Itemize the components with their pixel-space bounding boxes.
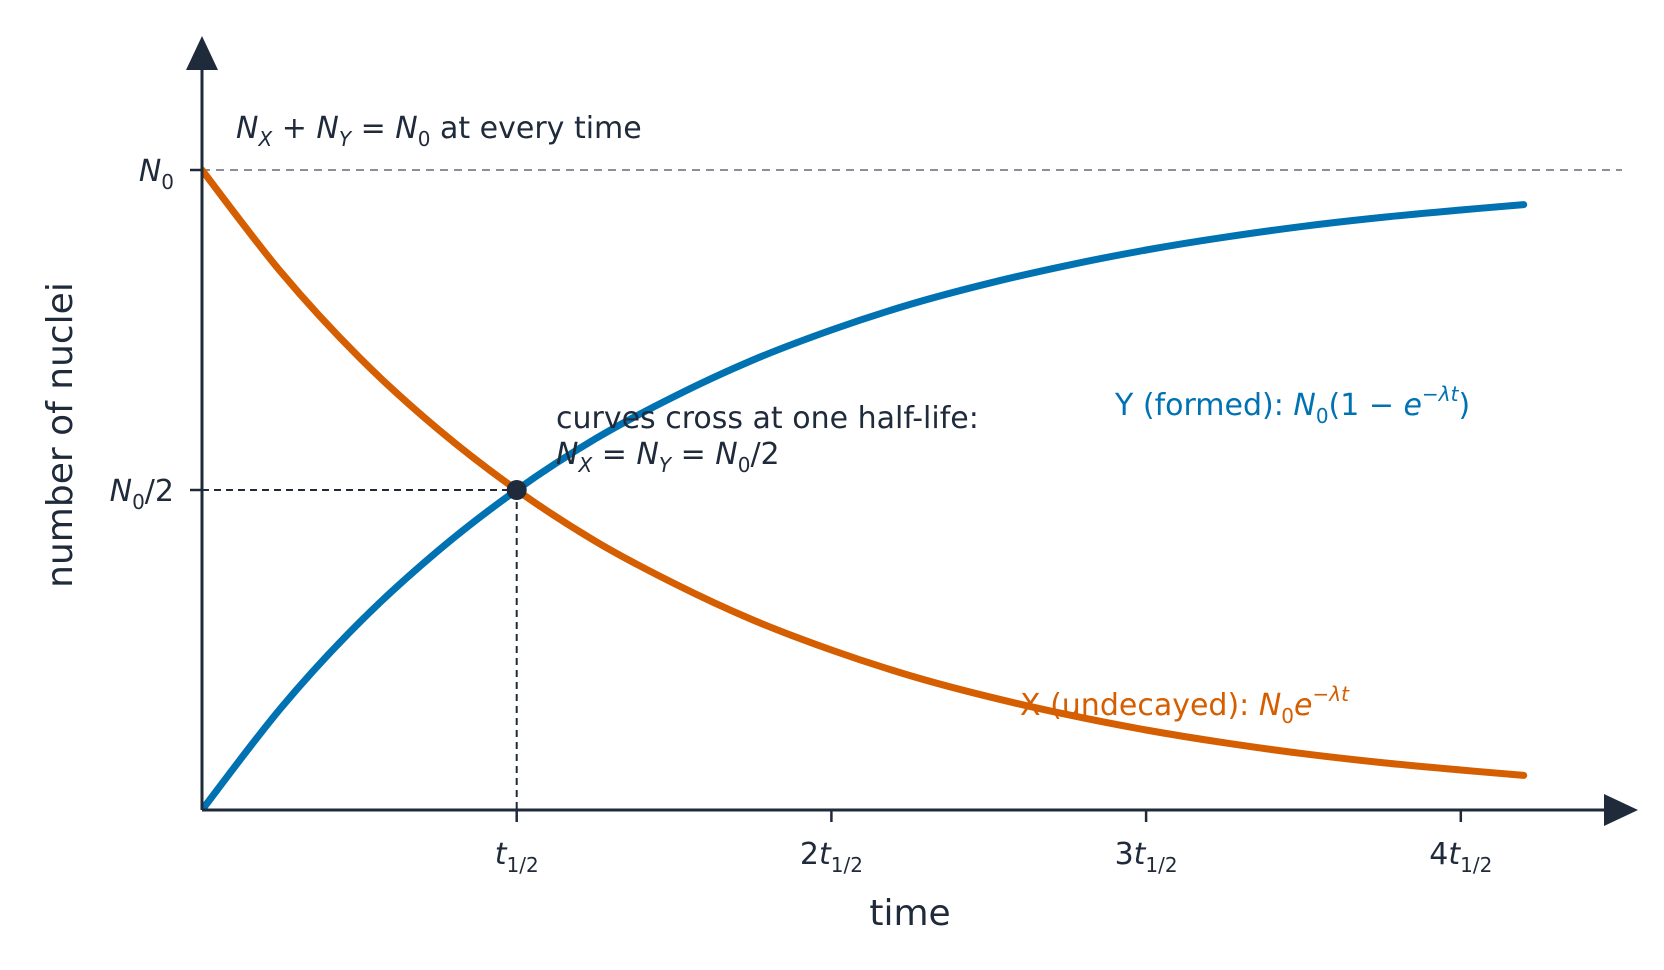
y-axis-arrow-icon <box>186 36 218 70</box>
y-tick-label: N0/2 <box>110 474 174 514</box>
y-axis-title: number of nuclei <box>40 282 81 588</box>
series-layer <box>202 166 1528 810</box>
formed-series-line <box>202 201 1528 810</box>
tick-layer: t1/2 2t1/2 3t1/2 4t1/2 N0 N0/2 <box>110 154 1493 877</box>
crossing-annotation-line2: NX = NY = N0/2 <box>556 437 780 477</box>
undecayed-series-line <box>202 166 1528 779</box>
x-tick-label: t1/2 <box>495 837 539 877</box>
x-axis-arrow-icon <box>1604 794 1638 826</box>
crossing-annotation-line1: curves cross at one half-life: <box>556 401 979 436</box>
x-tick-label: 2t1/2 <box>800 837 863 877</box>
formed-series-label: Y (formed): N0(1 − e−λt) <box>1114 382 1470 428</box>
x-tick-label: 4t1/2 <box>1429 837 1492 877</box>
x-axis-title: time <box>869 893 950 934</box>
conservation-annotation: NX + NY = N0 at every time <box>236 111 642 151</box>
crossing-point-marker <box>506 480 527 500</box>
undecayed-series-label: X (undecayed): N0e−λt <box>1020 682 1350 728</box>
y-tick-label: N0 <box>139 154 174 194</box>
x-tick-label: 3t1/2 <box>1115 837 1178 877</box>
